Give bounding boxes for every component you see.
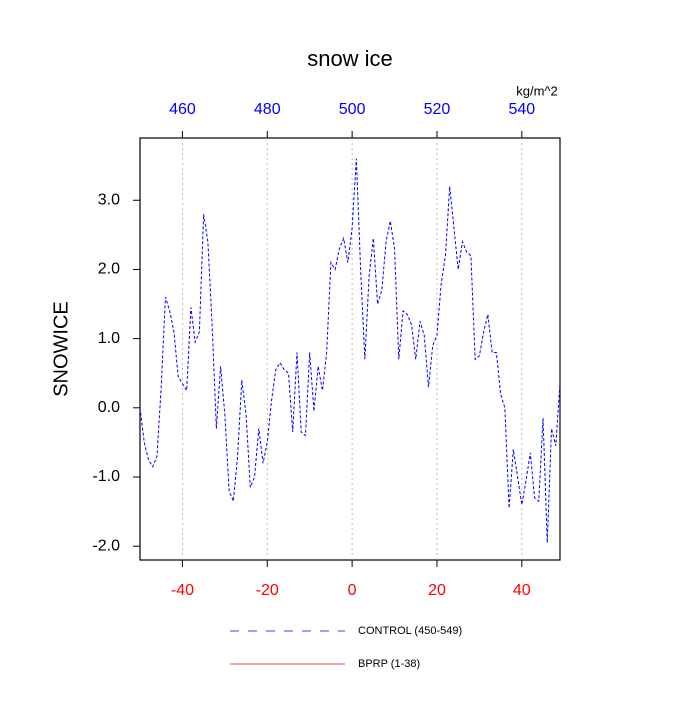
chart-title: snow ice: [307, 46, 393, 71]
x-tick-label: 20: [428, 582, 446, 599]
legend-label: CONTROL (450-549): [358, 625, 462, 637]
data-line: [139, 158, 561, 543]
y-tick-label: 1.0: [98, 330, 120, 347]
x-tick-label: -40: [171, 582, 194, 599]
legend-label: BPRP (1-38): [358, 658, 420, 670]
x2-tick-label: 460: [169, 101, 196, 118]
y-tick-label: -1.0: [92, 468, 120, 485]
x2-axis-label: kg/m^2: [516, 83, 558, 98]
x2-tick-label: 480: [254, 101, 281, 118]
x2-tick-label: 500: [339, 101, 366, 118]
y-axis-label: SNOWICE: [50, 301, 72, 397]
y-tick-label: 3.0: [98, 191, 120, 208]
x2-tick-label: 520: [424, 101, 451, 118]
x-tick-label: 40: [513, 582, 531, 599]
x-tick-label: 0: [348, 582, 357, 599]
plot-frame: [139, 137, 561, 561]
y-tick-label: 2.0: [98, 261, 120, 278]
y-tick-label: 0.0: [98, 399, 120, 416]
x2-tick-label: 540: [508, 101, 535, 118]
x-tick-label: -20: [256, 582, 279, 599]
y-tick-label: -2.0: [92, 537, 120, 554]
